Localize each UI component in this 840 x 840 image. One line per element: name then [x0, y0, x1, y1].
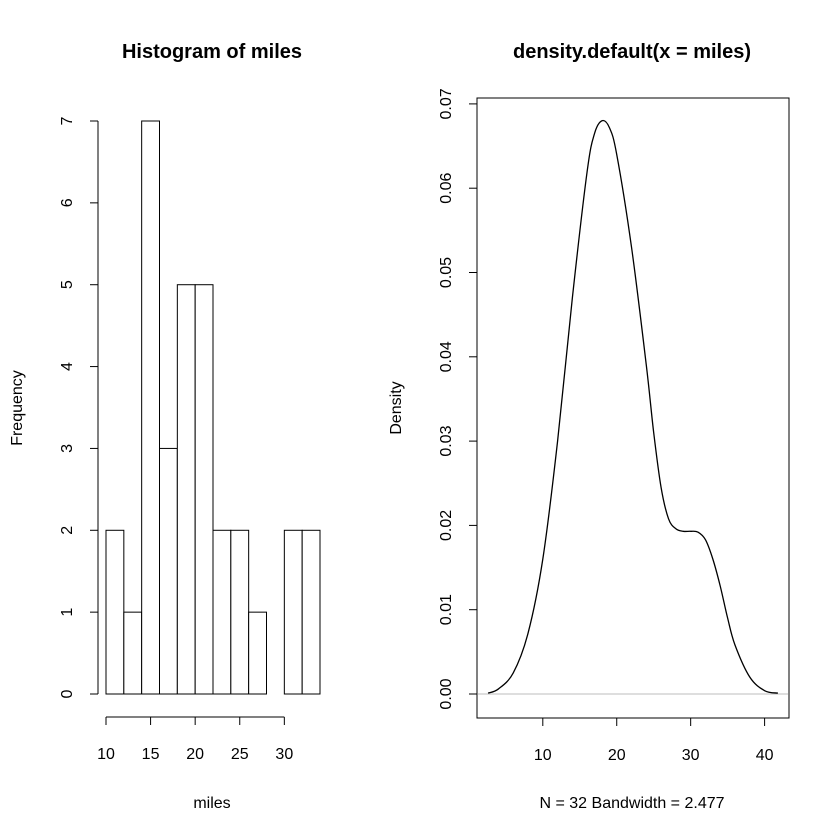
histogram-title: Histogram of miles	[122, 41, 302, 63]
density-y-tick-label: 0.02	[438, 510, 455, 541]
density-x-tick-label: 30	[682, 747, 700, 764]
histogram-panel: Histogram of miles miles Frequency 10 15 2…	[9, 41, 321, 812]
density-y-tick-label: 0.00	[438, 678, 455, 709]
density-y-axis: 0.00 0.01 0.02 0.03 0.04 0.05 0.06 0.07	[438, 88, 477, 710]
histogram-x-axis-label: miles	[193, 795, 230, 812]
density-y-tick-label: 0.03	[438, 425, 455, 456]
histogram-y-tick-label: 5	[59, 280, 76, 289]
histogram-y-tick-label: 1	[59, 608, 76, 617]
histogram-bar	[105, 529, 125, 695]
density-plot-frame	[476, 97, 790, 719]
histogram-x-tick-label: 30	[275, 746, 293, 763]
histogram-y-tick-label: 7	[59, 116, 76, 125]
histogram-x-tick-label: 25	[231, 746, 249, 763]
density-y-tick-label: 0.06	[438, 173, 455, 204]
histogram-bars	[105, 120, 321, 695]
histogram-x-tick-label: 10	[97, 746, 115, 763]
histogram-bar	[194, 284, 214, 695]
density-y-axis-label: Density	[388, 381, 405, 434]
histogram-y-tick-label: 4	[59, 362, 76, 371]
density-y-tick-label: 0.04	[438, 341, 455, 372]
histogram-y-tick-label: 0	[59, 689, 76, 698]
histogram-bar	[301, 529, 321, 695]
histogram-bar	[283, 529, 303, 695]
histogram-x-tick-label: 20	[186, 746, 204, 763]
histogram-bar	[159, 447, 178, 695]
histogram-y-axis-label: Frequency	[9, 370, 26, 446]
density-x-tick-label: 40	[756, 747, 774, 764]
histogram-x-axis: 10 15 20 25 30	[97, 716, 293, 763]
histogram-y-axis: 0 1 2 3 4 5 6 7	[59, 116, 99, 698]
histogram-y-tick-label: 2	[59, 526, 76, 535]
density-y-tick-label: 0.05	[438, 257, 455, 288]
histogram-y-tick-label: 3	[59, 444, 76, 453]
histogram-bar	[123, 611, 143, 695]
density-x-axis: 10 20 30 40	[534, 718, 774, 764]
histogram-bar	[230, 529, 250, 695]
histogram-bar	[212, 529, 232, 695]
histogram-bar	[176, 284, 196, 695]
density-curve	[487, 119, 779, 694]
density-y-tick-label: 0.07	[438, 88, 455, 119]
histogram-y-tick-label: 6	[59, 198, 76, 207]
histogram-x-tick-label: 15	[142, 746, 160, 763]
density-panel: density.default(x = miles) N = 32 Bandwi…	[388, 41, 790, 812]
histogram-bar	[248, 611, 268, 695]
histogram-bar	[141, 120, 161, 695]
density-x-tick-label: 20	[608, 747, 626, 764]
density-y-tick-label: 0.01	[438, 594, 455, 625]
density-x-axis-label: N = 32 Bandwidth = 2.477	[539, 795, 724, 812]
density-title: density.default(x = miles)	[513, 41, 751, 63]
density-x-tick-label: 10	[534, 747, 552, 764]
